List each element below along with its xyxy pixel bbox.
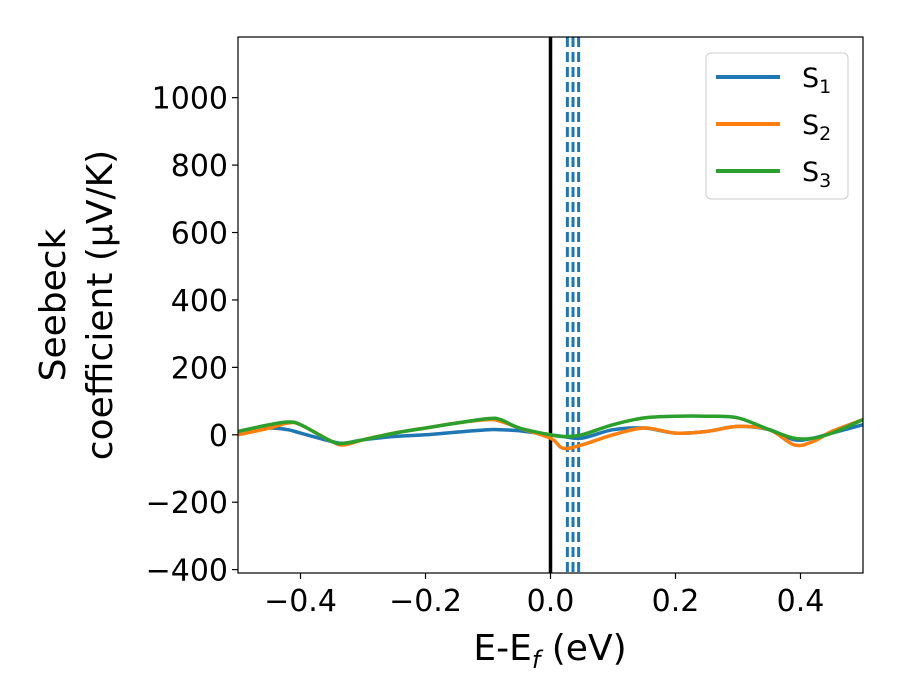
- y-axis-ticks: −400 −200 0 200 400 600 800 1000: [146, 82, 238, 589]
- legend: S1 S2 S3: [705, 52, 849, 200]
- vertical-lines: [548, 37, 581, 573]
- x-axis-title-rest: (eV): [540, 628, 626, 669]
- legend-label-s3: S3: [802, 157, 831, 192]
- y-tick-label: −200: [146, 486, 228, 521]
- series-line-s3: [238, 414, 863, 446]
- y-axis-title-line1: Seebeck: [33, 228, 74, 381]
- y-tick-label: 200: [171, 351, 228, 386]
- y-tick-label: 600: [171, 217, 228, 252]
- x-tick-label: 0.0: [527, 584, 575, 619]
- y-tick-label: 400: [171, 284, 228, 319]
- legend-label-s2: S2: [802, 110, 831, 145]
- series-lines: [238, 414, 863, 451]
- x-axis-ticks: −0.4 −0.2 0.0 0.2 0.4: [264, 573, 824, 619]
- y-tick-label: 0: [209, 419, 228, 454]
- y-tick-label: 1000: [152, 82, 228, 117]
- y-axis-title: Seebeck coefficient (μV/K): [33, 150, 121, 460]
- y-tick-label: 800: [171, 149, 228, 184]
- x-tick-label: 0.2: [652, 584, 700, 619]
- x-tick-label: −0.4: [264, 584, 337, 619]
- x-axis-title-base: E-E: [473, 628, 531, 669]
- x-tick-label: 0.4: [777, 584, 825, 619]
- x-axis-title: E-Ef (eV): [473, 628, 626, 674]
- y-axis-title-line2: coefficient (μV/K): [80, 150, 121, 460]
- y-tick-label: −400: [146, 554, 228, 589]
- legend-label-s1: S1: [802, 63, 831, 98]
- x-tick-label: −0.2: [389, 584, 462, 619]
- plot-area: [238, 37, 863, 573]
